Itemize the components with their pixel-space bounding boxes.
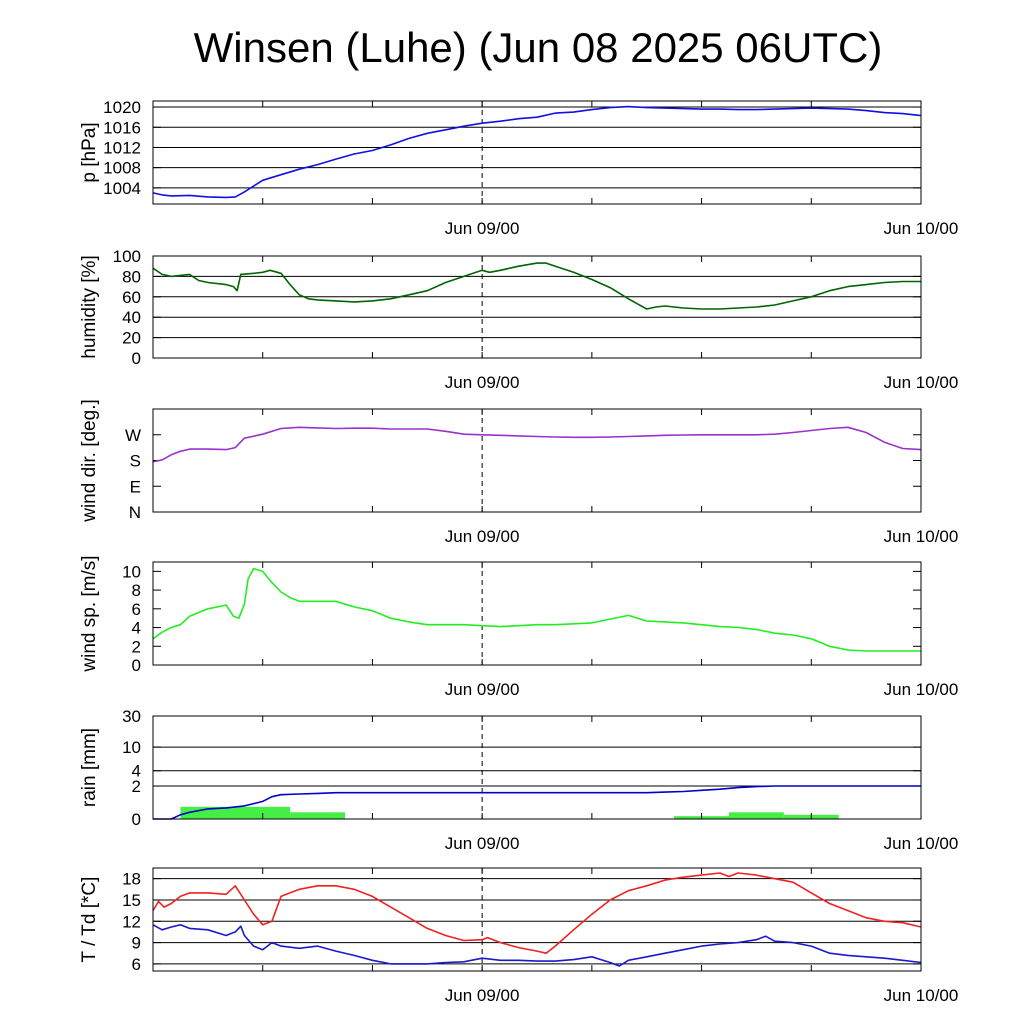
y-tick-label: 2 <box>132 637 141 656</box>
series-pressure-line <box>152 105 922 199</box>
y-tick-label: 1012 <box>103 138 141 157</box>
x-tick-label: Jun 09/00 <box>445 680 520 699</box>
y-tick-label: 18 <box>122 870 141 889</box>
panel-6: 6 9 12 15 18 Jun 09/00 Jun 10/00 T / Td [*C] <box>79 867 959 1005</box>
y-tick-label: 10 <box>122 738 141 757</box>
y-axis-label: rain [mm] <box>79 728 100 807</box>
y-tick-label: 6 <box>132 955 141 974</box>
plot-frame <box>152 561 922 666</box>
y-tick-label: 1004 <box>103 179 141 198</box>
rain-bar <box>180 806 291 819</box>
plot-frame <box>152 255 922 359</box>
x-tick-label: Jun 10/00 <box>884 680 959 699</box>
panel-5: 0 24 10 30 Jun 09/00 Jun 10/00 rain [mm] <box>79 707 958 853</box>
y-tick-label: 10 <box>122 562 141 581</box>
y-axis-label: humidity [%] <box>79 255 100 358</box>
y-axis-label: T / Td [*C] <box>79 877 100 963</box>
y-tick-label: 15 <box>122 891 141 910</box>
y-tick-label: 1020 <box>103 98 141 117</box>
series-rain_line-line <box>153 785 921 820</box>
series-dewpoint-line <box>152 923 922 967</box>
x-tick-label: Jun 09/00 <box>445 834 520 853</box>
y-axis-label: wind sp. [m/s] <box>79 555 100 672</box>
y-tick-label: 2 <box>132 777 141 796</box>
y-tick-label: E <box>130 477 141 496</box>
y-tick-label: 100 <box>113 247 141 266</box>
plot-frame <box>152 100 922 205</box>
x-tick-label: Jun 09/00 <box>445 986 520 1005</box>
y-tick-label: 4 <box>132 619 141 638</box>
y-tick-label: W <box>125 426 141 445</box>
y-tick-label: 9 <box>132 934 141 953</box>
rain-bar <box>729 812 784 819</box>
y-tick-label: N <box>129 503 141 522</box>
y-tick-label: 20 <box>122 329 141 348</box>
y-tick-label: 4 <box>132 762 141 781</box>
y-tick-label: 60 <box>122 288 141 307</box>
x-tick-label: Jun 10/00 <box>884 527 959 546</box>
x-tick-label: Jun 10/00 <box>884 834 959 853</box>
y-tick-label: 1016 <box>103 118 141 137</box>
x-tick-label: Jun 09/00 <box>445 373 520 392</box>
y-tick-label: 1008 <box>103 159 141 178</box>
plot-frame <box>152 408 922 513</box>
y-tick-label: 0 <box>132 810 141 829</box>
page-title: Winsen (Luhe) (Jun 08 2025 06UTC) <box>193 24 883 71</box>
y-tick-label: 12 <box>122 912 141 931</box>
y-tick-label: 80 <box>122 267 141 286</box>
series-wind_dir-line <box>152 426 922 463</box>
series-temperature-line <box>152 872 922 955</box>
y-tick-label: 0 <box>132 349 141 368</box>
x-tick-label: Jun 10/00 <box>884 373 959 392</box>
y-axis-label: wind dir. [deg.] <box>79 399 100 523</box>
plot-frame <box>152 715 922 820</box>
y-tick-label: 8 <box>132 581 141 600</box>
plot-frame <box>152 867 922 972</box>
x-tick-label: Jun 09/00 <box>445 219 520 238</box>
y-axis-label: p [hPa] <box>79 122 100 182</box>
x-tick-label: Jun 10/00 <box>884 219 959 238</box>
y-tick-label: 40 <box>122 308 141 327</box>
y-tick-label: 6 <box>132 600 141 619</box>
rain-bar <box>290 812 345 819</box>
y-tick-label: S <box>130 452 141 471</box>
series-humidity-line <box>152 262 921 310</box>
series-wind_sp-line <box>152 567 921 652</box>
x-tick-label: Jun 09/00 <box>445 527 520 546</box>
y-tick-label: 0 <box>132 656 141 675</box>
y-tick-label: 30 <box>122 707 141 726</box>
x-tick-label: Jun 10/00 <box>884 986 959 1005</box>
